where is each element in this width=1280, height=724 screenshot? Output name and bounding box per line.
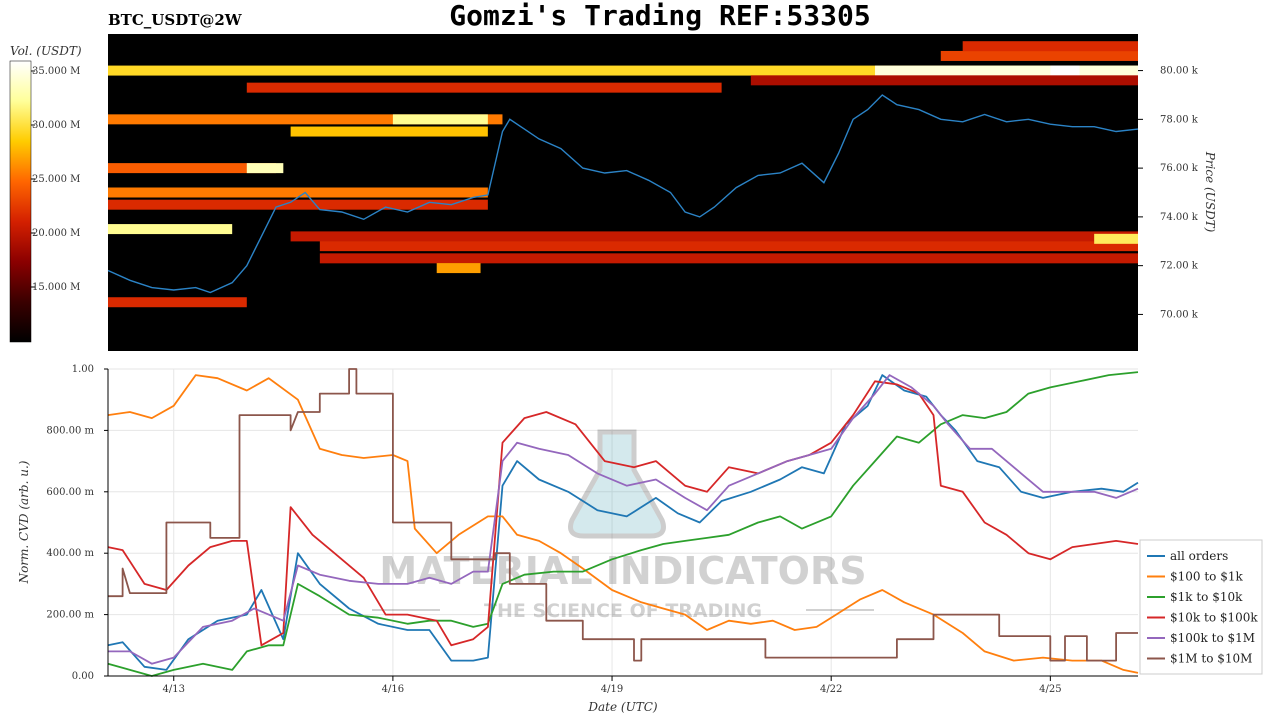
- heatmap-band: [319, 253, 1138, 264]
- cvd-xlabel: Date (UTC): [587, 700, 657, 714]
- heatmap-band: [940, 50, 1138, 61]
- colorbar-tick-label: 35.000 M: [32, 66, 80, 77]
- colorbar-tick-label: 15.000 M: [32, 282, 80, 293]
- cvd-y-tick-label: 800.00 m: [46, 425, 94, 436]
- cvd-x-ticks: 4/13 4/16 4/19 4/22 4/25: [163, 676, 1062, 695]
- cvd-plot-area: [108, 369, 1138, 676]
- watermark-subtext: THE SCIENCE OF TRADING: [484, 600, 762, 622]
- heatmap-y-tick-label: 76.00 k: [1160, 163, 1199, 174]
- heatmap-band: [436, 263, 481, 274]
- cvd-y-tick-label: 600.00 m: [46, 487, 94, 498]
- heatmap-band: [290, 231, 1138, 242]
- chart-title: Gomzi's Trading REF:53305: [449, 0, 870, 32]
- legend-items: all orders $100 to $1k $1k to $10k $10k to …: [1147, 549, 1258, 666]
- colorbar-ticks: 15.000 M 20.000 M 25.000 M 30.000 M 35.000 M: [31, 66, 80, 293]
- heatmap-band: [108, 224, 233, 235]
- legend-label: $10k to $100k: [1170, 611, 1258, 625]
- heatmap-y-ticks: 70.00 k 72.00 k 74.00 k 76.00 k 78.00 k 80.00…: [1138, 66, 1199, 320]
- cvd-series-line: [108, 374, 1139, 665]
- cvd-y-tick-label: 1.00: [72, 364, 94, 375]
- cvd-ylabel: Norm. CVD (arb. u.): [17, 460, 31, 584]
- cvd-series-line: [107, 380, 1139, 647]
- cvd-x-tick-label: 4/13: [163, 684, 185, 695]
- cvd-y-tick-label: 400.00 m: [46, 548, 94, 559]
- heatmap-band: [319, 241, 1138, 252]
- cvd-panel: MATERIAL INDICATORS THE SCIENCE OF TRADI…: [17, 364, 1263, 714]
- legend-label: $1M to $10M: [1170, 652, 1252, 666]
- heatmap-panel: 70.00 k 72.00 k 74.00 k 76.00 k 78.00 k 80.00…: [107, 34, 1217, 351]
- heatmap-band: [108, 163, 277, 174]
- heatmap-band: [962, 41, 1138, 52]
- heatmap-ylabel: Price (USDT): [1203, 151, 1217, 233]
- colorbar: Vol. (USDT) 15.000 M 20.000 M 25.000 M 30.0…: [9, 44, 82, 343]
- pair-label: BTC_USDT@2W: [108, 11, 243, 29]
- legend-label: $1k to $10k: [1170, 590, 1243, 604]
- heatmap-band: [290, 126, 488, 137]
- legend-label: $100k to $1M: [1170, 631, 1255, 645]
- heatmap-band: [246, 82, 722, 93]
- cvd-y-tick-label: 0.00: [72, 671, 94, 682]
- colorbar-tick-label: 20.000 M: [32, 228, 80, 239]
- legend-label: $100 to $1k: [1170, 570, 1243, 584]
- legend: all orders $100 to $1k $1k to $10k $10k to …: [1139, 539, 1263, 675]
- heatmap-y-tick-label: 74.00 k: [1160, 212, 1199, 223]
- colorbar-tick-label: 30.000 M: [32, 120, 80, 131]
- heatmap-band: [246, 163, 284, 174]
- cvd-x-tick-label: 4/19: [601, 684, 623, 695]
- colorbar-label: Vol. (USDT): [10, 44, 82, 58]
- heatmap-y-tick-label: 78.00 k: [1160, 114, 1199, 125]
- heatmap-band: [108, 187, 488, 198]
- cvd-x-tick-label: 4/25: [1039, 684, 1061, 695]
- flask-icon: [568, 429, 666, 539]
- cvd-x-tick-label: 4/16: [382, 684, 404, 695]
- heatmap-band: [108, 65, 1138, 76]
- legend-label: all orders: [1170, 549, 1228, 563]
- heatmap-band: [108, 297, 247, 308]
- heatmap-bands: [108, 41, 1138, 308]
- price-line: [107, 94, 1139, 294]
- heatmap-y-tick-label: 72.00 k: [1160, 261, 1199, 272]
- legend-box: [1139, 539, 1263, 675]
- cvd-y-ticks: 0.00 200.00 m 400.00 m 600.00 m 800.00 m 1.00: [46, 364, 108, 682]
- heatmap-band: [108, 199, 488, 210]
- heatmap-y-tick-label: 70.00 k: [1160, 309, 1199, 320]
- cvd-x-tick-label: 4/22: [820, 684, 842, 695]
- cvd-series-line: [107, 371, 1139, 677]
- cvd-series-line: [108, 368, 1138, 662]
- colorbar-gradient: [9, 60, 32, 343]
- heatmap-band: [1050, 65, 1080, 76]
- heatmap-band: [750, 75, 1138, 86]
- heatmap-band: [108, 114, 503, 125]
- heatmap-y-tick-label: 80.00 k: [1160, 66, 1199, 77]
- cvd-lines: [107, 368, 1139, 677]
- heatmap-band: [1094, 233, 1138, 244]
- cvd-y-tick-label: 200.00 m: [46, 610, 94, 621]
- heatmap-band: [392, 114, 488, 125]
- heatmap-band: [875, 65, 1138, 76]
- colorbar-tick-label: 25.000 M: [32, 174, 80, 185]
- cvd-series-line: [107, 374, 1139, 674]
